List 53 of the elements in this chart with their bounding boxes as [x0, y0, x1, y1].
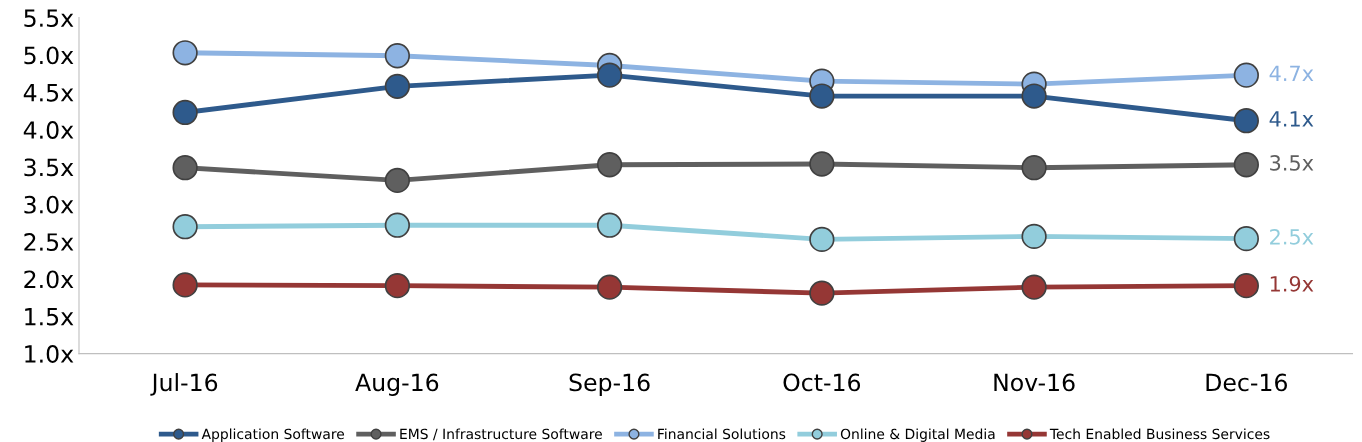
x-tick-label: Dec-16: [1206, 373, 1287, 392]
x-tick-label: Oct-16: [783, 373, 861, 392]
y-tick-label: 5.5x: [24, 9, 74, 27]
point: [1233, 152, 1259, 178]
point: [596, 62, 623, 88]
point: [384, 43, 411, 69]
y-tick-label: 5.0x: [24, 46, 74, 65]
point: [1233, 225, 1259, 252]
y-tick-label: 3.5x: [24, 158, 74, 177]
data-label: 3.5x: [1270, 155, 1314, 171]
point: [1021, 155, 1047, 181]
y-tick-label: 2.5x: [24, 233, 74, 251]
point: [1233, 108, 1259, 134]
data-label: 4.7x: [1269, 65, 1314, 81]
point: [384, 212, 411, 238]
point: [1021, 223, 1047, 250]
y-tick-label: 4.0x: [23, 121, 74, 139]
point: [1233, 62, 1259, 88]
point: [172, 99, 198, 126]
point: [1021, 274, 1047, 300]
point: [596, 212, 623, 238]
point: [172, 214, 198, 240]
data-label: 1.9x: [1270, 275, 1314, 292]
legend-label: Tech Enabled Business Services: [1049, 428, 1270, 440]
legend-label: EMS / Infrastructure Software: [400, 428, 602, 441]
point: [809, 151, 835, 177]
point: [809, 226, 835, 253]
x-tick-label: Nov-16: [994, 373, 1075, 392]
legend-label: Online & Digital Media: [840, 428, 995, 442]
point: [384, 273, 411, 299]
y-tick-label: 2.0x: [24, 270, 74, 289]
point: [596, 274, 623, 300]
point: [596, 152, 623, 178]
point: [809, 280, 835, 306]
point: [172, 272, 198, 298]
x-tick-label: Jul-16: [150, 373, 218, 396]
legend-label: Application Software: [201, 428, 345, 442]
y-tick-label: 3.0x: [24, 195, 74, 214]
y-tick-label: 4.5x: [23, 84, 74, 102]
data-label: 4.1x: [1269, 111, 1314, 127]
data-label: 2.5x: [1270, 228, 1314, 245]
legend-label: Financial Solutions: [658, 428, 786, 440]
x-tick-label: Sep-16: [569, 373, 650, 396]
point: [1233, 273, 1259, 299]
y-tick-label: 1.5x: [25, 308, 74, 326]
point: [172, 155, 198, 181]
point: [1021, 83, 1047, 109]
x-tick-label: Aug-16: [355, 373, 439, 396]
point: [384, 73, 411, 99]
point: [172, 40, 198, 66]
point: [809, 83, 835, 109]
y-tick-label: 1.0x: [25, 345, 74, 363]
point: [384, 167, 411, 194]
